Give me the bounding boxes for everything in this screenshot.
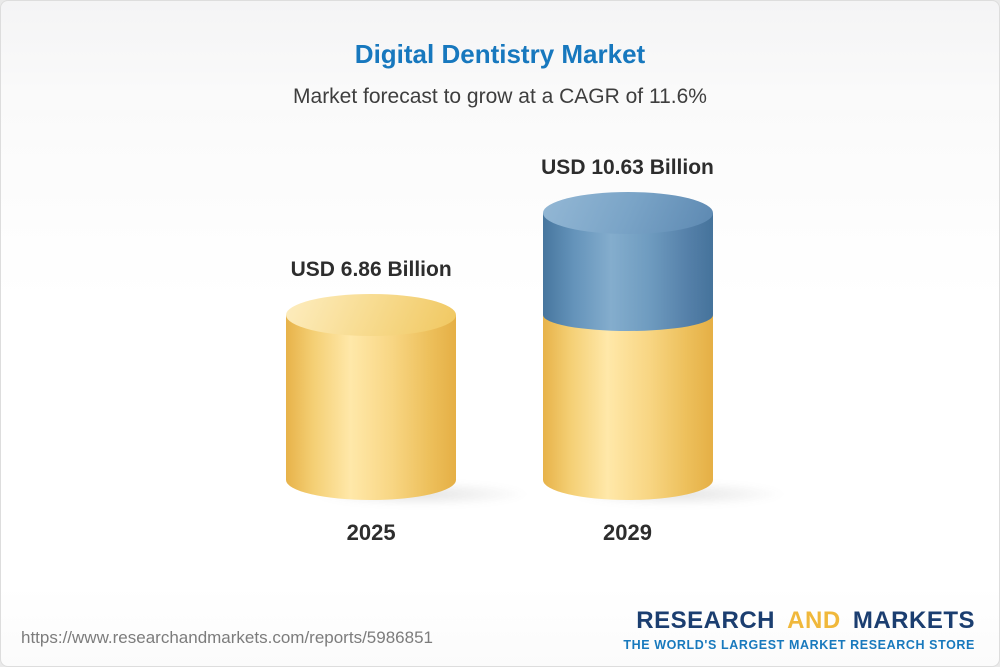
value-label-2025: USD 6.86 Billion xyxy=(290,257,452,281)
chart-area: USD 6.86 Billion 2025 USD 10.63 Billion … xyxy=(1,156,999,546)
cylinder-2029 xyxy=(542,192,713,500)
year-label-2029: 2029 xyxy=(603,520,652,545)
cylinder-area-2029 xyxy=(542,192,790,507)
header: Digital Dentistry Market Market forecast… xyxy=(1,1,999,110)
research-and-markets-logo: RESEARCH AND MARKETS THE WORLD'S LARGEST… xyxy=(623,607,975,652)
bar-group-2029: USD 10.63 Billion 2029 xyxy=(541,156,790,546)
bar-group-2025: USD 6.86 Billion 2025 xyxy=(286,257,534,546)
value-label-2029: USD 10.63 Billion xyxy=(541,156,714,179)
year-label-2025: 2025 xyxy=(346,520,396,545)
logo-wordmark: RESEARCH AND MARKETS xyxy=(623,607,975,635)
report-url: https://www.researchandmarkets.com/repor… xyxy=(21,628,433,647)
cylinder-2029-growth-body xyxy=(542,192,713,331)
logo-word-markets: MARKETS xyxy=(852,607,975,635)
page-subtitle: Market forecast to grow at a CAGR of 11.… xyxy=(293,85,707,108)
cylinder-area-2025 xyxy=(286,293,534,507)
cylinder-2025 xyxy=(286,293,457,500)
page-title: Digital Dentistry Market xyxy=(354,39,646,69)
logo-word-and: AND xyxy=(787,607,841,635)
logo-word-research: RESEARCH xyxy=(636,607,775,635)
cylinder-2029-base-body xyxy=(542,314,713,500)
logo-tagline: THE WORLD'S LARGEST MARKET RESEARCH STOR… xyxy=(623,637,975,652)
cylinder-2025-body xyxy=(286,293,457,500)
